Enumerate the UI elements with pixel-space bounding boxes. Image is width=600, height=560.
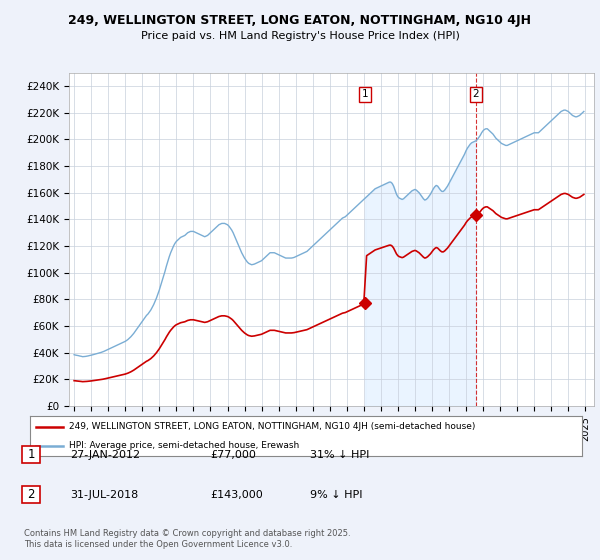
Text: 1: 1 <box>362 89 368 99</box>
Text: Price paid vs. HM Land Registry's House Price Index (HPI): Price paid vs. HM Land Registry's House … <box>140 31 460 41</box>
Text: 31-JUL-2018: 31-JUL-2018 <box>70 489 138 500</box>
Text: 2: 2 <box>473 89 479 99</box>
Text: 249, WELLINGTON STREET, LONG EATON, NOTTINGHAM, NG10 4JH (semi-detached house): 249, WELLINGTON STREET, LONG EATON, NOTT… <box>68 422 475 431</box>
Text: 249, WELLINGTON STREET, LONG EATON, NOTTINGHAM, NG10 4JH: 249, WELLINGTON STREET, LONG EATON, NOTT… <box>68 14 532 27</box>
Text: 1: 1 <box>27 448 35 461</box>
Text: £143,000: £143,000 <box>210 489 263 500</box>
Bar <box>22 486 40 503</box>
Text: Contains HM Land Registry data © Crown copyright and database right 2025.
This d: Contains HM Land Registry data © Crown c… <box>24 529 350 549</box>
Text: 31% ↓ HPI: 31% ↓ HPI <box>310 450 370 460</box>
Text: HPI: Average price, semi-detached house, Erewash: HPI: Average price, semi-detached house,… <box>68 441 299 450</box>
Text: 2: 2 <box>27 488 35 501</box>
Bar <box>22 446 40 463</box>
Text: £77,000: £77,000 <box>210 450 256 460</box>
Text: 27-JAN-2012: 27-JAN-2012 <box>70 450 140 460</box>
Text: 9% ↓ HPI: 9% ↓ HPI <box>310 489 362 500</box>
